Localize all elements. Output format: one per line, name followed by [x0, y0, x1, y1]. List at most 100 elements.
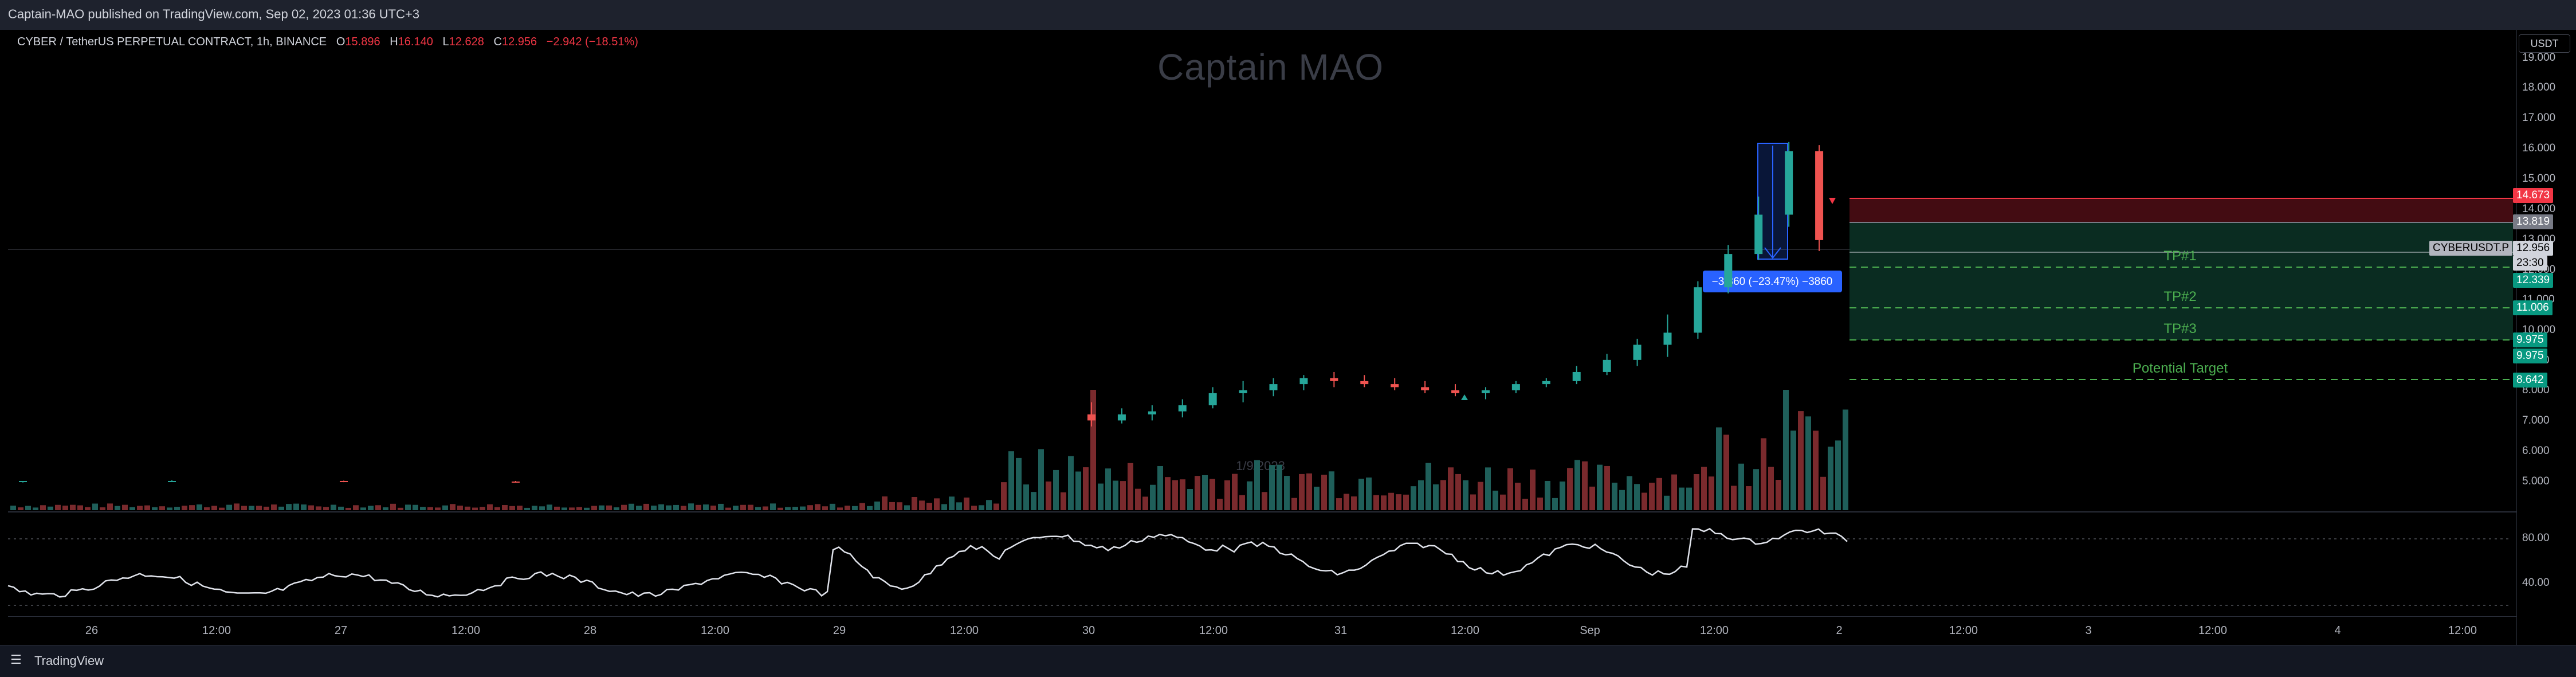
indicator-tick-40: 40.00 [2522, 577, 2550, 589]
volume-bar [1262, 492, 1267, 510]
volume-bar [1172, 480, 1178, 510]
volume-bar [62, 506, 68, 510]
candle-body [1542, 381, 1550, 385]
volume-bar [1723, 435, 1729, 510]
price-tick: 7.000 [2522, 414, 2550, 426]
volume-bar [1224, 480, 1230, 510]
time-tick: 12:00 [451, 624, 481, 637]
volume-bar [480, 507, 485, 510]
volume-bar [822, 506, 828, 510]
sell-marker [1829, 198, 1836, 204]
time-tick: 12:00 [949, 624, 979, 637]
volume-bar [1418, 480, 1424, 510]
volume-bar [1016, 457, 1022, 510]
volume-bar [1604, 465, 1610, 510]
tradingview-logo-icon[interactable]: ☰ [10, 652, 22, 667]
volume-bar [949, 496, 955, 510]
time-axis[interactable] [8, 616, 2516, 645]
tp2-badge: 11.006 [2513, 300, 2553, 315]
volume-bar [1157, 465, 1163, 510]
candle-body [168, 481, 176, 482]
change-value: −2.942 (−18.51%) [546, 36, 638, 48]
target-label: Potential Target [2133, 361, 2228, 376]
volume-bar [189, 505, 195, 510]
volume-bar [1679, 487, 1684, 510]
candle [1815, 145, 1824, 251]
volume-bar [1187, 489, 1193, 510]
volume-bar [696, 504, 701, 510]
volume-bar [1552, 498, 1558, 510]
volume-bar [226, 504, 232, 510]
candles [19, 142, 1824, 483]
volume-bar [733, 506, 739, 510]
volume-bar [107, 503, 113, 510]
volume-bar [413, 504, 418, 510]
candle [1724, 245, 1733, 294]
volume-bar [1336, 498, 1342, 510]
volume-bar [301, 504, 307, 510]
candle-body [1239, 390, 1247, 393]
volume-bar [688, 503, 694, 510]
stop-badge: 14.673 [2513, 188, 2554, 203]
volume-bar [55, 504, 61, 510]
volume-bar [830, 503, 835, 510]
volume-bar [718, 503, 724, 510]
chart-canvas[interactable]: TP#1 TP#2 TP#3 Potential Target −3.860 (… [0, 0, 2516, 616]
volume-bar [845, 506, 850, 510]
volume-bar [1664, 495, 1670, 510]
volume-bar [1589, 486, 1595, 510]
volume-bar [1761, 438, 1766, 510]
volume-bar [956, 502, 962, 510]
footer-brand[interactable]: TradingView [34, 653, 104, 668]
volume-bar [1291, 498, 1297, 510]
volume-bar [740, 504, 746, 510]
low-label: L [442, 36, 449, 48]
volume-bar [1783, 390, 1789, 510]
volume-bar [40, 505, 46, 510]
time-tick: 12:00 [202, 624, 231, 637]
volume-bar [770, 503, 776, 510]
volume-bar [219, 507, 225, 510]
volume-bar [1470, 494, 1476, 510]
volume-bar [1813, 431, 1819, 510]
volume-bar [979, 505, 984, 510]
measure-arrowhead [1764, 247, 1781, 259]
volume-bar [182, 506, 187, 510]
symbol-legend[interactable]: CYBER / TetherUS PERPETUAL CONTRACT, 1h,… [17, 36, 638, 49]
volume-bar [904, 505, 910, 510]
volume-bar [1820, 476, 1826, 510]
time-tick: 3 [2085, 624, 2092, 637]
volume-bar [703, 504, 709, 510]
volume-bar [532, 506, 537, 510]
volume-bar [1671, 474, 1677, 510]
candle-body [1087, 414, 1095, 421]
volume-bar [1388, 492, 1394, 510]
volume-bar [137, 506, 143, 510]
volume-bar [1120, 481, 1126, 510]
volume-bar [874, 501, 880, 510]
candle [1269, 378, 1278, 397]
currency-button[interactable]: USDT [2519, 34, 2570, 53]
volume-bar [435, 507, 441, 510]
volume-bar [964, 497, 969, 510]
publish-bar: Captain-MAO published on TradingView.com… [0, 0, 2576, 30]
volume-bar [1254, 460, 1260, 510]
volume-bar [1284, 476, 1290, 510]
volume-bar [725, 507, 731, 510]
volume-bar [1075, 471, 1081, 510]
candle-body [1178, 405, 1187, 412]
volume-bar [629, 503, 634, 510]
volume-bar [912, 496, 917, 510]
candle-body [1694, 287, 1702, 333]
volume-bar [1306, 473, 1312, 510]
time-tick: 29 [833, 624, 846, 637]
volume-bar [1597, 464, 1603, 510]
volume-bar [1053, 469, 1059, 510]
symbol-name[interactable]: CYBER / TetherUS PERPETUAL CONTRACT, 1h,… [17, 36, 327, 48]
candle [1754, 196, 1763, 260]
candle [512, 481, 520, 483]
volume-bar [390, 503, 396, 510]
volume-bar [517, 506, 523, 510]
volume-bar [792, 507, 798, 510]
volume-bar [1582, 461, 1588, 510]
